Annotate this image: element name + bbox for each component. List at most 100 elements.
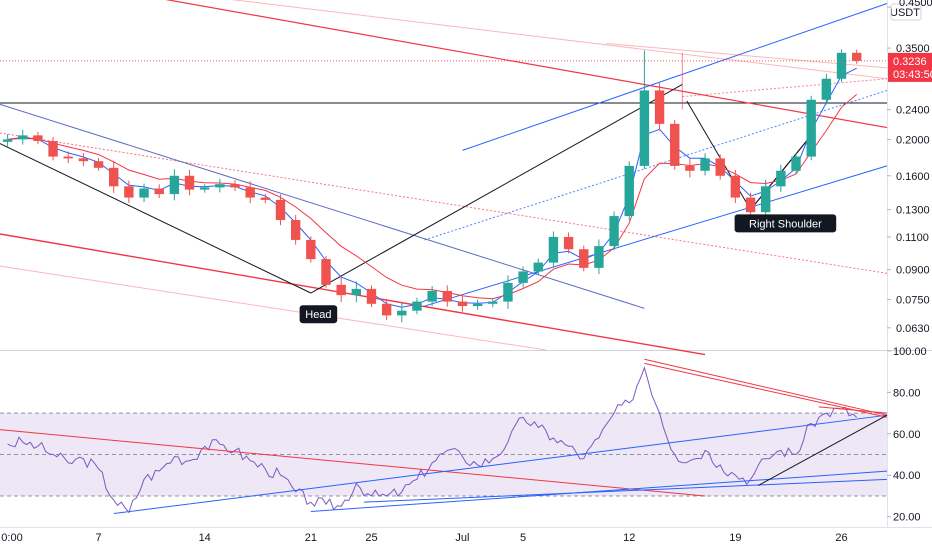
channel-upper-red[interactable] <box>76 0 888 129</box>
price-trendlines[interactable] <box>0 0 888 356</box>
trendline-purple[interactable] <box>0 103 645 309</box>
candle[interactable] <box>563 232 574 254</box>
candle[interactable] <box>836 49 847 82</box>
candle[interactable] <box>78 153 89 167</box>
candle[interactable] <box>412 297 422 315</box>
candle[interactable] <box>851 49 862 64</box>
candle[interactable] <box>2 134 13 147</box>
rsi-line[interactable] <box>7 365 858 514</box>
candle[interactable] <box>624 161 634 221</box>
candle-body <box>836 52 847 79</box>
last-price-bg <box>888 52 932 82</box>
candle[interactable] <box>609 211 619 251</box>
candle[interactable] <box>215 178 225 193</box>
channel-upper-red-faint[interactable] <box>152 0 888 80</box>
candle[interactable] <box>321 255 331 288</box>
candle[interactable] <box>715 154 725 180</box>
candle[interactable] <box>18 129 28 145</box>
candle[interactable] <box>442 285 452 307</box>
rsi-trend-blue-long[interactable] <box>113 414 888 515</box>
candle[interactable] <box>230 180 240 192</box>
dotted-red-upper[interactable] <box>682 78 888 98</box>
candle[interactable] <box>63 151 73 164</box>
candle[interactable] <box>806 95 816 161</box>
time-axis[interactable]: 0:00 7 14 21 25 Jul 5 12 19 26 <box>0 527 932 545</box>
candle-body <box>700 158 710 171</box>
rsi-trend-red-top[interactable] <box>644 358 888 416</box>
candle[interactable] <box>670 119 680 170</box>
head-shoulders-line[interactable] <box>310 84 683 294</box>
candles[interactable] <box>2 49 862 323</box>
candle[interactable] <box>139 183 149 203</box>
candle[interactable] <box>93 157 104 171</box>
candle[interactable] <box>124 180 134 203</box>
candle-body <box>78 158 89 162</box>
candle[interactable] <box>548 231 559 268</box>
annotation-label[interactable]: Head <box>299 305 338 324</box>
candle[interactable] <box>821 73 832 105</box>
candle[interactable] <box>260 193 271 204</box>
candle[interactable] <box>199 184 210 193</box>
shoulder-down-line[interactable] <box>686 100 751 210</box>
rsi-trend-red-short[interactable] <box>818 406 888 414</box>
price-tick-label: 0.1100 <box>896 232 929 244</box>
channel-upper-blue[interactable] <box>462 3 888 151</box>
candle[interactable] <box>503 275 513 309</box>
candle[interactable] <box>579 245 589 272</box>
candle[interactable] <box>654 83 665 131</box>
candle[interactable] <box>169 169 180 201</box>
candle-body <box>397 310 407 316</box>
candle[interactable] <box>776 164 786 192</box>
price-axis[interactable]: USDT 0.3500 0.2400 0.2000 0.1600 0.1300 0.1100… <box>0 0 932 335</box>
candle[interactable] <box>700 153 710 176</box>
candle[interactable] <box>336 277 346 303</box>
rsi-trend-blue-low[interactable] <box>310 470 888 512</box>
candle[interactable] <box>518 266 528 288</box>
candle-body <box>488 301 498 304</box>
candle[interactable] <box>290 214 301 245</box>
rsi-trend-red-left[interactable] <box>0 429 706 497</box>
channel-mid-red[interactable] <box>0 132 888 274</box>
candle[interactable] <box>275 194 286 226</box>
candle[interactable] <box>366 285 377 308</box>
candle-body <box>184 175 195 190</box>
rsi-pane[interactable] <box>0 358 888 515</box>
candle[interactable] <box>472 299 483 310</box>
candle[interactable] <box>457 295 468 312</box>
neckline-left[interactable] <box>0 143 312 294</box>
candle[interactable] <box>154 184 164 199</box>
rsi-trend-blue-low2[interactable] <box>363 478 888 503</box>
rsi-tick-label: 80.00 <box>893 387 921 399</box>
candle[interactable] <box>306 236 316 263</box>
candle[interactable] <box>427 286 437 307</box>
candle[interactable] <box>351 281 362 303</box>
candle[interactable] <box>685 158 695 178</box>
candle[interactable] <box>33 131 43 145</box>
candle[interactable] <box>381 298 392 321</box>
candle[interactable] <box>791 153 801 175</box>
candle[interactable] <box>533 258 543 276</box>
rsi-trend-red-top2[interactable] <box>644 362 888 418</box>
candle[interactable] <box>594 239 604 275</box>
channel-lower-red-faint[interactable] <box>0 265 546 351</box>
rsi-trend-black[interactable] <box>757 414 888 487</box>
candle[interactable] <box>761 179 771 219</box>
candle[interactable] <box>397 303 407 323</box>
candle[interactable] <box>730 170 741 203</box>
candle[interactable] <box>245 181 255 204</box>
candle[interactable] <box>488 297 498 308</box>
time-tick-label: 5 <box>520 532 526 544</box>
channel-lower-blue[interactable] <box>424 165 888 307</box>
candle[interactable] <box>184 169 195 196</box>
annotations[interactable]: Head Right Shoulder <box>299 214 837 324</box>
candle[interactable] <box>109 160 119 193</box>
candle[interactable] <box>639 50 650 169</box>
candle-body <box>806 99 816 157</box>
candle[interactable] <box>745 192 756 217</box>
annotation-label[interactable]: Right Shoulder <box>734 214 837 233</box>
candle-body <box>366 288 377 304</box>
rsi-axis[interactable]: 100.00 80.00 60.00 40.00 20.00 <box>887 346 927 524</box>
candle[interactable] <box>48 136 58 161</box>
